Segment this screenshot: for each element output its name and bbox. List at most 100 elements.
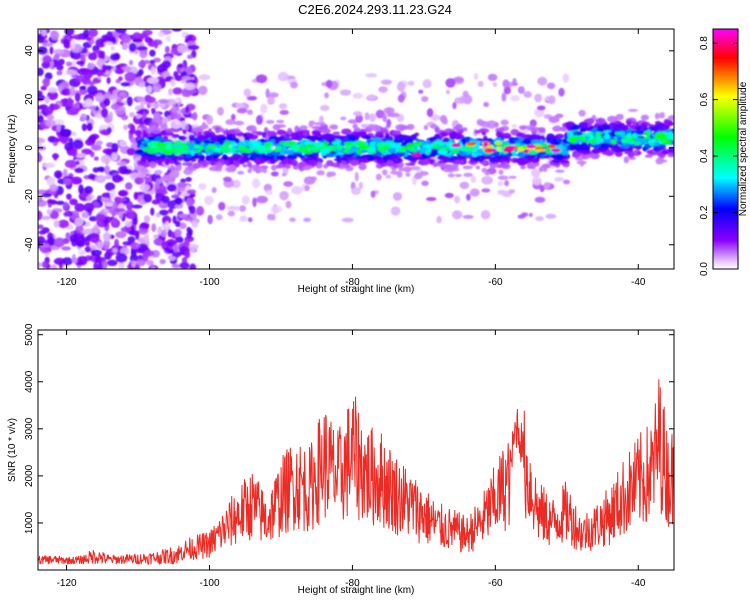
heatmap-cell	[531, 168, 541, 178]
heatmap-cell	[560, 159, 570, 164]
heatmap-cell	[509, 137, 519, 142]
snr-series-line	[38, 379, 674, 566]
heatmap-cell	[57, 219, 70, 229]
heatmap-cell	[150, 207, 155, 216]
heatmap-cell	[174, 203, 183, 209]
heatmap-cell	[75, 60, 85, 65]
heatmap-cell	[547, 95, 556, 105]
heatmap-cell	[133, 191, 139, 200]
x-tick-label: -120	[57, 277, 77, 288]
heatmap-cell	[47, 237, 56, 246]
heatmap-cell	[205, 161, 211, 165]
heatmap-cell	[528, 150, 535, 155]
heatmap-cell	[260, 148, 267, 154]
heatmap-cell	[84, 246, 91, 253]
heatmap-cell	[608, 142, 619, 148]
heatmap-cell	[100, 129, 110, 136]
heatmap-cell	[273, 148, 281, 152]
heatmap-cell	[63, 38, 71, 48]
heatmap-cell	[181, 75, 192, 81]
heatmap-cell	[81, 148, 93, 155]
heatmap-cell	[310, 152, 319, 159]
heatmap-cell	[71, 254, 77, 264]
heatmap-cell	[46, 208, 52, 215]
heatmap-cell	[508, 140, 517, 144]
heatmap-cell	[370, 190, 376, 198]
heatmap-cell	[224, 140, 232, 146]
heatmap-cell	[495, 130, 502, 138]
heatmap-cell	[232, 153, 242, 160]
heatmap-cell	[366, 147, 377, 153]
heatmap-cell	[397, 147, 404, 153]
heatmap-cell	[81, 228, 94, 235]
heatmap-cell	[270, 205, 283, 214]
heatmap-cell	[445, 164, 456, 170]
heatmap-cell	[358, 181, 364, 190]
heatmap-cell	[42, 77, 51, 88]
heatmap-cell	[640, 114, 650, 121]
heatmap-cell	[659, 112, 666, 119]
heatmap-cell	[153, 238, 163, 246]
heatmap-cell	[198, 154, 205, 161]
heatmap-cell	[381, 169, 388, 176]
heatmap-cell	[358, 162, 367, 171]
heatmap-cell	[376, 126, 383, 130]
heatmap-cell	[436, 215, 442, 224]
heatmap-cell	[356, 149, 362, 155]
colorbar-tick-label: 0.4	[699, 149, 710, 163]
heatmap-cell	[154, 180, 160, 190]
heatmap-cell	[160, 153, 167, 159]
heatmap-cell	[78, 249, 86, 256]
heatmap-cell	[236, 108, 248, 114]
heatmap-cell	[114, 67, 125, 75]
heatmap-cell	[339, 89, 352, 96]
heatmap-cell	[305, 165, 313, 169]
heatmap-cell	[166, 144, 172, 150]
heatmap-cell	[442, 156, 451, 161]
heatmap-cell	[72, 34, 85, 40]
heatmap-cell	[172, 215, 177, 224]
x-tick-label: -60	[488, 578, 503, 589]
heatmap-cell	[234, 206, 241, 211]
heatmap-cell	[667, 134, 674, 138]
heatmap-cell	[241, 195, 250, 205]
heatmap-cell	[199, 161, 207, 165]
heatmap-cell	[40, 85, 47, 91]
heatmap-cell	[167, 166, 177, 171]
heatmap-cell	[42, 42, 54, 47]
heatmap-cell	[70, 176, 83, 185]
heatmap-cell	[175, 165, 182, 172]
heatmap-cell	[80, 113, 87, 122]
heatmap-cell	[38, 152, 42, 162]
heatmap-cell	[397, 134, 407, 138]
heatmap-cell	[455, 132, 462, 136]
heatmap-cell	[455, 159, 464, 165]
heatmap-cell	[140, 222, 150, 230]
heatmap-cell	[366, 94, 377, 100]
y-tick-label: 1000	[24, 511, 35, 534]
heatmap-cell	[285, 200, 292, 209]
x-tick-label: -120	[57, 578, 77, 589]
heatmap-cell	[500, 158, 506, 162]
heatmap-cell	[115, 231, 127, 239]
heatmap-cell	[575, 139, 583, 144]
spectrogram-y-ticks: -40 -20 0 20 40	[24, 45, 674, 252]
heatmap-cell	[579, 128, 587, 133]
heatmap-cell	[538, 166, 544, 173]
heatmap-cell	[102, 239, 111, 250]
heatmap-cell	[100, 154, 112, 164]
heatmap-cell	[246, 126, 254, 130]
heatmap-cell	[385, 134, 390, 140]
heatmap-cell	[52, 119, 65, 126]
heatmap-cell	[83, 29, 90, 39]
heatmap-cell	[56, 70, 63, 76]
heatmap-cell	[430, 114, 441, 121]
heatmap-cell	[95, 140, 103, 146]
heatmap-cell	[192, 111, 198, 121]
heatmap-cell	[439, 150, 447, 154]
heatmap-cell	[247, 134, 259, 140]
heatmap-cell	[92, 45, 100, 52]
heatmap-cell	[270, 164, 278, 171]
heatmap-cell	[149, 102, 160, 108]
y-tick-label: -40	[24, 237, 35, 252]
